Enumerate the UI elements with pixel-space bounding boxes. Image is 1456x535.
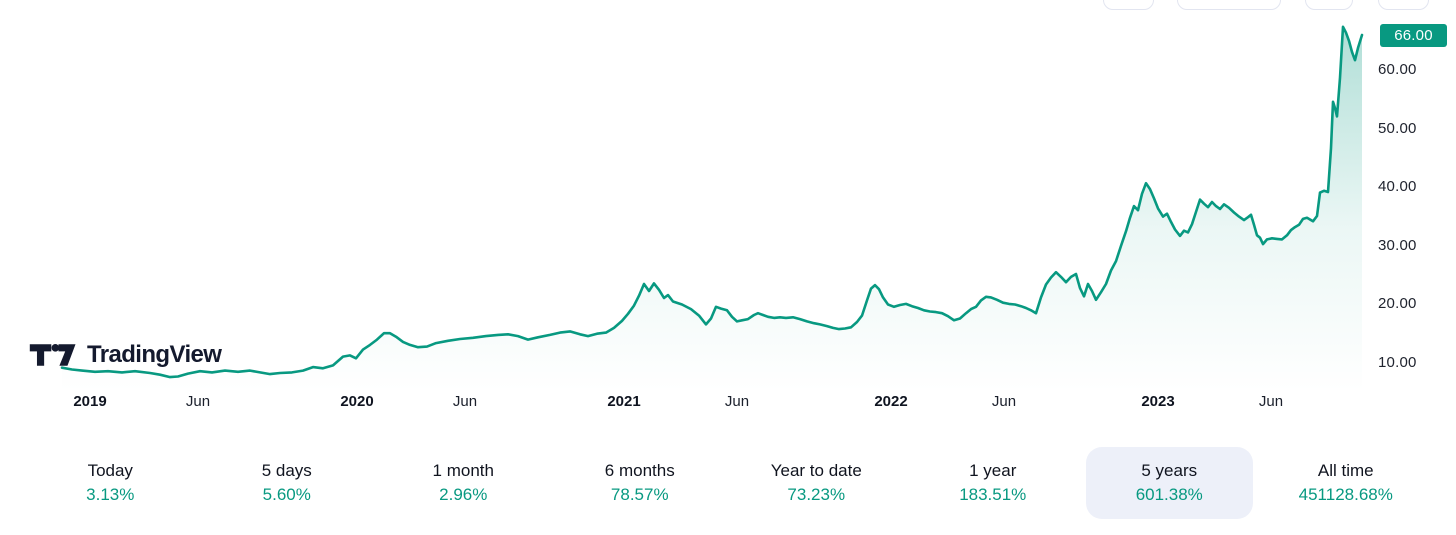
range-tab-label: Year to date: [770, 461, 862, 480]
time-scale-month-label: Jun: [452, 393, 478, 410]
price-scale-label: 10.00: [1378, 353, 1417, 371]
range-tab-label: 1 month: [432, 461, 494, 480]
range-tab-change-value: 601.38%: [1135, 485, 1203, 504]
time-scale-year-label: 2019: [73, 393, 107, 410]
range-tab-change-value: 451128.68%: [1298, 485, 1393, 504]
range-tab-label: 5 days: [261, 461, 312, 480]
range-tab-1-month[interactable]: 1 month 2.96%: [380, 447, 547, 519]
range-tab-today[interactable]: Today 3.13%: [27, 447, 194, 519]
range-tab-label: 5 years: [1141, 461, 1198, 480]
tradingview-logo-icon: [29, 344, 76, 366]
range-tab-change-value: 2.96%: [439, 485, 488, 504]
price-scale-label: 30.00: [1378, 236, 1417, 254]
range-tab-6-months[interactable]: 6 months 78.57%: [557, 447, 724, 519]
time-scale-year-label: 2021: [607, 393, 641, 410]
price-scale-label: 60.00: [1378, 61, 1417, 78]
price-line: [60, 25, 1364, 379]
range-tab-change-value: 5.60%: [262, 485, 311, 504]
price-scale-label: 50.00: [1378, 119, 1417, 137]
time-scale-year-label: 2020: [340, 393, 374, 410]
range-tab-change-value: 73.23%: [787, 485, 846, 504]
range-tab-all-time[interactable]: All time 451128.68%: [1263, 447, 1430, 519]
range-tab-1-year[interactable]: 1 year 183.51%: [910, 447, 1077, 519]
range-tab-label: All time: [1317, 461, 1374, 480]
time-scale-month-label: Jun: [991, 393, 1017, 410]
area-fill: [62, 26, 1362, 393]
price-scale-label: 40.00: [1378, 178, 1417, 196]
time-scale-month-label: Jun: [185, 393, 211, 410]
price-area-chart[interactable]: [0, 0, 1456, 420]
tradingview-logo-text: TradingView: [87, 341, 222, 368]
range-stats-row: Today 3.13% 5 days 5.60% 1 month 2.96% 6 month…: [22, 447, 1434, 519]
range-tab-5-days[interactable]: 5 days 5.60%: [204, 447, 371, 519]
time-scale-month-label: Jun: [724, 393, 750, 410]
range-tab-label: Today: [87, 461, 133, 480]
range-tab-year-to-date[interactable]: Year to date 73.23%: [733, 447, 900, 519]
range-tab-change-value: 183.51%: [959, 485, 1027, 504]
range-tab-label: 1 year: [969, 461, 1017, 480]
time-scale-year-label: 2022: [874, 393, 908, 410]
range-tab-5-years[interactable]: 5 years 601.38%: [1086, 447, 1253, 519]
range-tab-label: 6 months: [604, 461, 675, 480]
time-scale-month-label: Jun: [1258, 393, 1284, 410]
range-tab-change-value: 78.57%: [610, 485, 669, 504]
tradingview-logo[interactable]: TradingView: [28, 341, 222, 369]
price-scale-label: 20.00: [1378, 295, 1417, 313]
range-tab-change-value: 3.13%: [86, 485, 135, 504]
last-price-badge: 66.00: [1380, 23, 1447, 47]
time-scale-year-label: 2023: [1141, 393, 1175, 410]
